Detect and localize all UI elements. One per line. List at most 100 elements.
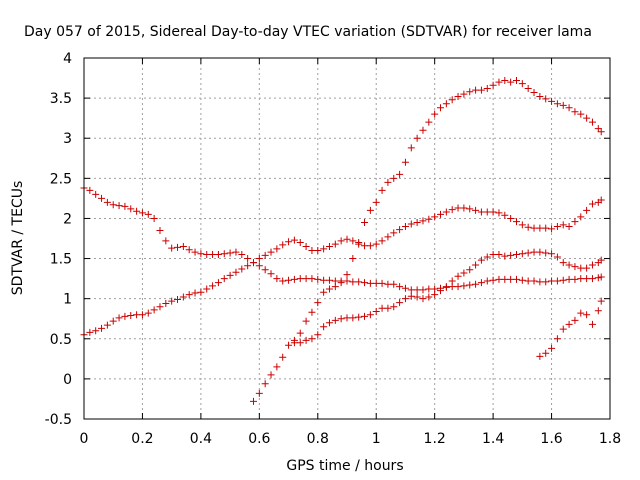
series-satellite-d bbox=[290, 248, 605, 347]
data-point bbox=[121, 202, 129, 210]
data-point bbox=[372, 279, 380, 287]
data-point bbox=[472, 206, 480, 214]
data-point bbox=[548, 97, 556, 105]
data-point bbox=[512, 218, 520, 226]
data-point bbox=[466, 205, 474, 213]
data-point bbox=[115, 314, 123, 322]
data-point bbox=[460, 204, 468, 212]
data-point bbox=[372, 240, 380, 248]
x-tick-label: 1.4 bbox=[482, 431, 504, 447]
data-point bbox=[226, 271, 234, 279]
data-point bbox=[366, 242, 374, 250]
data-point bbox=[507, 78, 515, 86]
data-point bbox=[279, 241, 287, 249]
data-point bbox=[366, 311, 374, 319]
data-point bbox=[150, 306, 158, 314]
x-tick-label: 0.6 bbox=[248, 431, 270, 447]
data-point bbox=[314, 331, 322, 339]
data-point bbox=[548, 225, 556, 233]
data-point bbox=[115, 202, 123, 210]
data-point bbox=[536, 224, 544, 232]
data-point bbox=[466, 281, 474, 289]
series-satellite-c bbox=[249, 76, 605, 405]
data-point bbox=[431, 291, 439, 299]
data-point bbox=[179, 243, 187, 251]
data-point bbox=[565, 275, 573, 283]
data-point bbox=[419, 295, 427, 303]
data-point bbox=[448, 206, 456, 214]
data-point bbox=[285, 276, 293, 284]
data-point bbox=[466, 88, 474, 96]
data-point bbox=[507, 251, 515, 259]
data-point bbox=[349, 314, 357, 322]
data-point bbox=[425, 118, 433, 126]
data-point bbox=[448, 277, 456, 285]
data-point bbox=[372, 308, 380, 316]
y-tick-label: -0.5 bbox=[45, 412, 72, 428]
data-point bbox=[162, 299, 170, 307]
data-point bbox=[507, 214, 515, 222]
data-point bbox=[548, 250, 556, 258]
data-point bbox=[92, 327, 100, 335]
data-point bbox=[495, 209, 503, 217]
x-tick-label: 0.8 bbox=[307, 431, 329, 447]
data-point bbox=[437, 104, 445, 112]
data-point bbox=[384, 178, 392, 186]
data-point bbox=[583, 206, 591, 214]
data-point bbox=[524, 249, 532, 257]
data-point bbox=[597, 273, 605, 281]
data-point bbox=[407, 220, 415, 228]
data-point bbox=[261, 266, 269, 274]
data-point bbox=[588, 118, 596, 126]
data-point bbox=[285, 341, 293, 349]
data-point bbox=[553, 253, 561, 261]
axis-ticks: 0 0.2 0.4 0.6 0.8 1 1.2 1.4 1.6 1.8 -0.5 0 0.5 1 1.5 2 2… bbox=[45, 51, 621, 447]
data-point bbox=[255, 262, 263, 270]
data-point bbox=[320, 245, 328, 253]
data-point bbox=[489, 81, 497, 89]
data-point bbox=[156, 226, 164, 234]
data-point bbox=[553, 100, 561, 108]
data-point bbox=[220, 275, 228, 283]
data-point bbox=[343, 314, 351, 322]
data-point bbox=[337, 237, 345, 245]
data-point bbox=[249, 397, 257, 405]
data-point bbox=[168, 297, 176, 305]
data-point bbox=[401, 295, 409, 303]
data-point bbox=[86, 186, 94, 194]
data-point bbox=[355, 313, 363, 321]
data-point bbox=[320, 323, 328, 331]
data-point bbox=[571, 218, 579, 226]
data-point bbox=[390, 229, 398, 237]
y-tick-label: 1.5 bbox=[50, 252, 72, 268]
data-point bbox=[530, 88, 538, 96]
data-point bbox=[460, 282, 468, 290]
data-point bbox=[454, 272, 462, 280]
data-point bbox=[384, 280, 392, 288]
data-point bbox=[489, 251, 497, 259]
grid-lines bbox=[84, 58, 610, 419]
data-point bbox=[454, 283, 462, 291]
y-tick-label: 4 bbox=[63, 51, 72, 67]
data-point bbox=[156, 303, 164, 311]
data-point bbox=[565, 320, 573, 328]
data-point bbox=[437, 210, 445, 218]
data-point bbox=[559, 276, 567, 284]
data-point bbox=[472, 261, 480, 269]
data-point bbox=[296, 329, 304, 337]
data-point bbox=[343, 235, 351, 243]
data-point bbox=[109, 201, 117, 209]
data-point bbox=[553, 222, 561, 230]
y-tick-label: 0.5 bbox=[50, 332, 72, 348]
y-tick-label: 2.5 bbox=[50, 171, 72, 187]
data-point bbox=[302, 243, 310, 251]
data-point bbox=[548, 344, 556, 352]
data-point bbox=[325, 276, 333, 284]
data-point bbox=[401, 158, 409, 166]
data-point bbox=[255, 389, 263, 397]
data-point bbox=[413, 286, 421, 294]
data-point bbox=[565, 222, 573, 230]
data-point bbox=[273, 245, 281, 253]
x-tick-label: 1.8 bbox=[599, 431, 621, 447]
